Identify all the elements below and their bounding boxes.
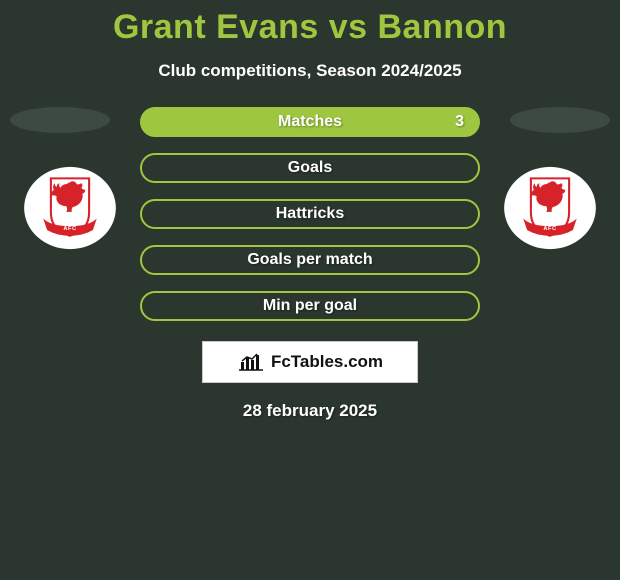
stat-value: 3 [455, 113, 464, 131]
stat-label: Goals per match [247, 251, 372, 269]
brand-bars-icon [237, 352, 265, 372]
stat-bar-goals-per-match: Goals per match [140, 245, 480, 275]
subtitle: Club competitions, Season 2024/2025 [0, 61, 620, 81]
right-shadow-oval [510, 107, 610, 133]
brand-box: FcTables.com [202, 341, 418, 383]
stat-label: Matches [278, 113, 342, 131]
left-club-code: AFC [63, 226, 76, 232]
stat-bar-min-per-goal: Min per goal [140, 291, 480, 321]
stat-label: Goals [288, 159, 332, 177]
brand-name: FcTables.com [271, 352, 383, 372]
page-title: Grant Evans vs Bannon [0, 0, 620, 47]
stat-label: Hattricks [276, 205, 344, 223]
stat-bar-hattricks: Hattricks [140, 199, 480, 229]
stat-bar-matches: Matches 3 [140, 107, 480, 137]
comparison-panel: AFC AFC Matches 3 Goals Hattricks Goals … [0, 107, 620, 421]
stat-label: Min per goal [263, 297, 357, 315]
right-club-badge: AFC [502, 165, 598, 251]
left-shadow-oval [10, 107, 110, 133]
stat-bar-goals: Goals [140, 153, 480, 183]
stat-bars: Matches 3 Goals Hattricks Goals per matc… [140, 107, 480, 321]
right-club-code: AFC [543, 226, 556, 232]
date-label: 28 february 2025 [0, 401, 620, 421]
left-club-badge: AFC [22, 165, 118, 251]
